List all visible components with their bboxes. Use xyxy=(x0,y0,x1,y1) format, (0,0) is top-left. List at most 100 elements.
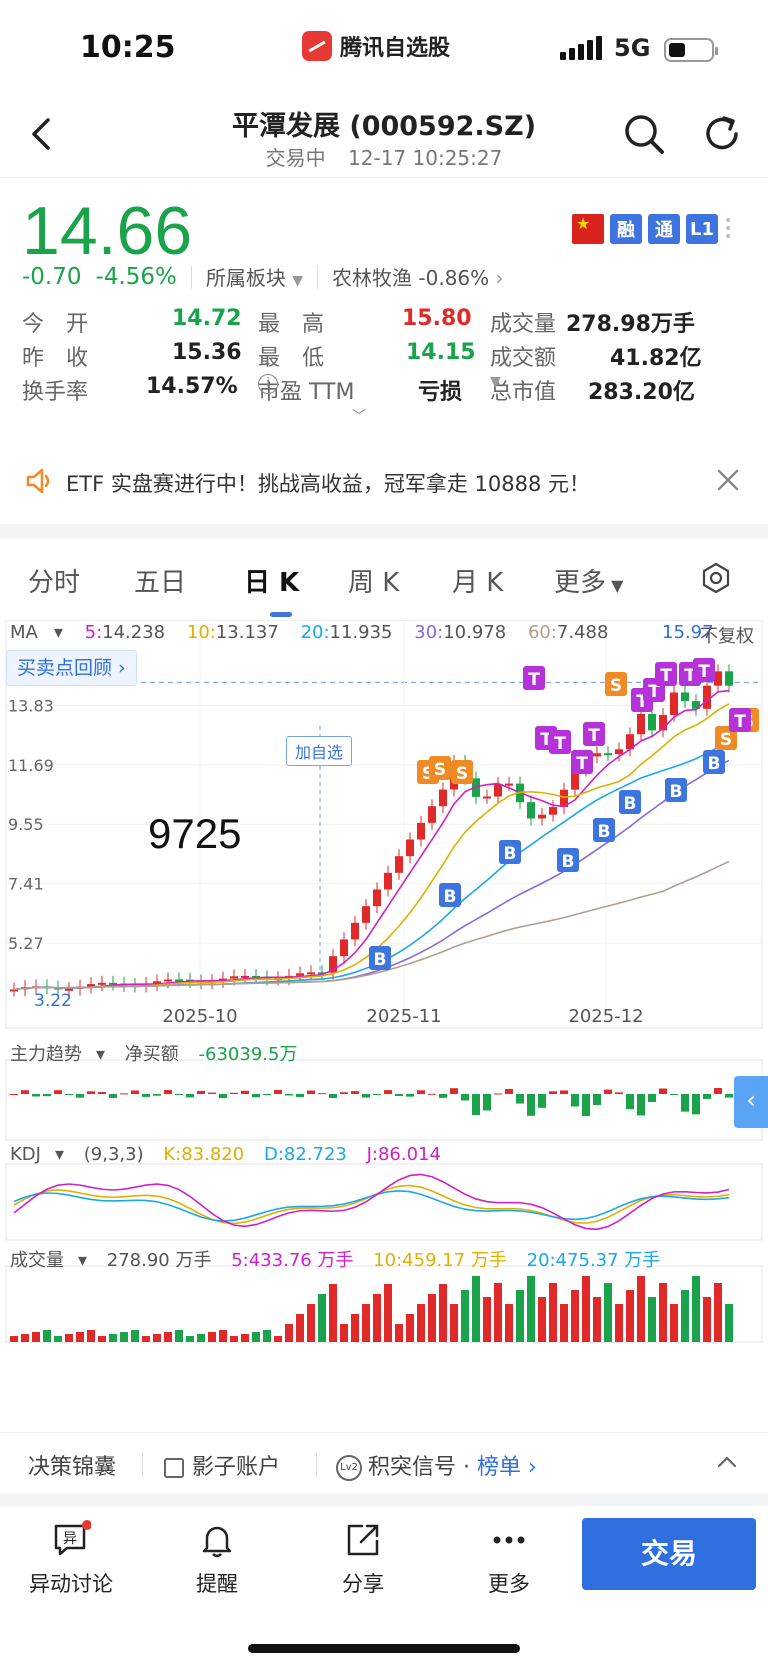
margin-badge[interactable]: 融 xyxy=(610,214,642,244)
level-badge[interactable]: L1 xyxy=(686,214,718,244)
signal-marker-bg xyxy=(523,666,545,690)
settings-icon[interactable] xyxy=(700,562,732,594)
candle-body xyxy=(483,796,491,799)
rank-link[interactable]: 榜单 xyxy=(477,1455,522,1480)
volume-bar xyxy=(142,1336,150,1342)
stats-row: 昨 收 15.36 最 低 14.15 成交额 41.82亿 xyxy=(22,340,752,374)
candle-body xyxy=(252,975,260,978)
main-force-legend[interactable]: 主力趋势 ▾ 净买额 -63039.5万 xyxy=(10,1040,311,1066)
nav-more[interactable]: 更多 xyxy=(454,1520,564,1598)
main-force-bar xyxy=(241,1090,249,1094)
tab-five-day[interactable]: 五日 xyxy=(134,568,187,598)
china-flag-icon xyxy=(572,214,604,244)
tab-more[interactable]: 更多 ▼ xyxy=(554,562,623,599)
tab-monthly-k[interactable]: 月 K xyxy=(452,568,504,598)
volume-bar xyxy=(285,1324,293,1342)
chevron-up-icon[interactable] xyxy=(716,1455,738,1469)
open-label: 今 开 xyxy=(22,312,89,337)
share-icon xyxy=(343,1520,383,1560)
sector-link[interactable]: 农林牧渔 -0.86% › xyxy=(332,262,503,291)
buysell-review-button[interactable]: 买卖点回顾 › xyxy=(6,650,137,686)
main-force-bar xyxy=(395,1094,403,1097)
kdj-legend[interactable]: KDJ ▾ (9,3,3) K:83.820 D:82.723 J:86.014 xyxy=(10,1144,455,1165)
candle-body xyxy=(648,713,656,731)
tab-weekly-k[interactable]: 周 K xyxy=(348,568,400,598)
tab-daily-k[interactable]: 日 K xyxy=(244,568,300,598)
signal-button[interactable]: Lv2 积突信号 · 榜单 › xyxy=(336,1449,537,1481)
volume-bar xyxy=(340,1324,348,1342)
volume-bar xyxy=(384,1284,392,1342)
volume-value: 278.98万手 xyxy=(566,312,695,337)
ma-title: MA xyxy=(10,622,38,643)
main-force-bar xyxy=(516,1094,524,1104)
main-force-bar xyxy=(714,1088,722,1094)
volume-bar xyxy=(87,1330,95,1342)
signal-marker-T: T xyxy=(648,682,660,702)
ma10: 10:13.137 xyxy=(187,622,279,643)
volume-bar xyxy=(175,1330,183,1342)
mcap-value: 283.20亿 xyxy=(588,380,695,405)
add-watch-tag[interactable]: 加自选 xyxy=(286,736,353,766)
volume-legend[interactable]: 成交量 ▾ 278.90 万手 5:433.76 万手 10:459.17 万手 … xyxy=(10,1246,674,1272)
info-icon[interactable]: i xyxy=(258,374,278,394)
open-value: 14.72 xyxy=(172,306,242,331)
nav-alert[interactable]: 提醒 xyxy=(162,1520,272,1598)
volume-bar xyxy=(505,1304,513,1342)
signal-marker-T: T xyxy=(588,726,600,746)
net-buy-label: 净买额 xyxy=(124,1044,179,1065)
volume-bar xyxy=(362,1304,370,1342)
shadow-account-button[interactable]: 影子账户 xyxy=(164,1449,280,1481)
search-icon[interactable] xyxy=(622,112,666,156)
kdj-line xyxy=(13,1173,730,1231)
close-icon[interactable] xyxy=(714,466,742,494)
volume-title: 成交量 xyxy=(10,1250,64,1271)
kline-svg[interactable]: 13.83 11.69 9.55 7.41 5.27 15.97 3.22 2025-10 20… xyxy=(0,620,768,1432)
collapse-side-button[interactable]: ‹ xyxy=(734,1076,768,1128)
main-force-bar xyxy=(65,1094,73,1095)
kline-chart[interactable]: 13.83 11.69 9.55 7.41 5.27 15.97 3.22 2025-10 20… xyxy=(0,620,768,1432)
ma-legend[interactable]: MA ▾ 5:14.238 10:13.137 20:11.935 30:10.9… xyxy=(10,622,624,643)
volume-bar xyxy=(593,1297,601,1342)
connect-badge[interactable]: 通 xyxy=(648,214,680,244)
volume-bar xyxy=(659,1283,667,1342)
main-force-bar xyxy=(43,1094,51,1097)
refresh-icon[interactable] xyxy=(700,112,744,156)
signal-marker-B: B xyxy=(598,822,611,842)
more-vertical-icon[interactable]: • • • xyxy=(724,213,733,245)
main-force-bar xyxy=(692,1094,700,1115)
trade-button[interactable]: 交易 xyxy=(582,1518,756,1590)
divider xyxy=(190,264,192,289)
main-force-bar xyxy=(604,1089,612,1094)
candle-body xyxy=(571,769,579,790)
divider xyxy=(316,1453,317,1477)
back-icon[interactable] xyxy=(22,114,62,154)
decision-kit-button[interactable]: 决策锦囊 xyxy=(28,1455,117,1480)
promo-banner[interactable]: ETF 实盘赛进行中！挑战高收益，冠军拿走 10888 元！ xyxy=(0,442,768,524)
sector-selector[interactable]: 所属板块 ▼ xyxy=(206,262,303,291)
candle-body xyxy=(417,822,425,840)
volume-bar xyxy=(230,1336,238,1342)
main-force-bar xyxy=(538,1094,546,1108)
adjust-toggle[interactable]: 不复权 xyxy=(700,626,754,647)
candle-body xyxy=(505,783,513,786)
main-force-bar xyxy=(725,1094,733,1098)
battery-icon xyxy=(664,38,718,62)
volume-bar xyxy=(461,1290,469,1342)
expand-chevron-icon[interactable]: ﹀ xyxy=(352,409,366,425)
candle-body xyxy=(439,789,447,807)
volume-bar xyxy=(351,1314,359,1342)
main-force-bar xyxy=(21,1090,29,1094)
nav-discussion[interactable]: 异 异动讨论 xyxy=(16,1520,126,1598)
nav-more-label: 更多 xyxy=(488,1572,530,1596)
tab-intraday[interactable]: 分时 xyxy=(28,568,81,598)
ma60: 60:7.488 xyxy=(528,622,609,643)
vol-ma10: 10:459.17 万手 xyxy=(373,1250,507,1271)
network-label: 5G xyxy=(614,34,651,62)
lv2-icon: Lv2 xyxy=(336,1455,362,1481)
main-force-bar xyxy=(175,1094,183,1095)
volume-bar xyxy=(483,1297,491,1342)
main-force-bar xyxy=(87,1091,95,1094)
nav-share[interactable]: 分享 xyxy=(308,1520,418,1598)
nav-alert-label: 提醒 xyxy=(196,1572,238,1596)
ma30-key: 30: xyxy=(414,622,444,643)
